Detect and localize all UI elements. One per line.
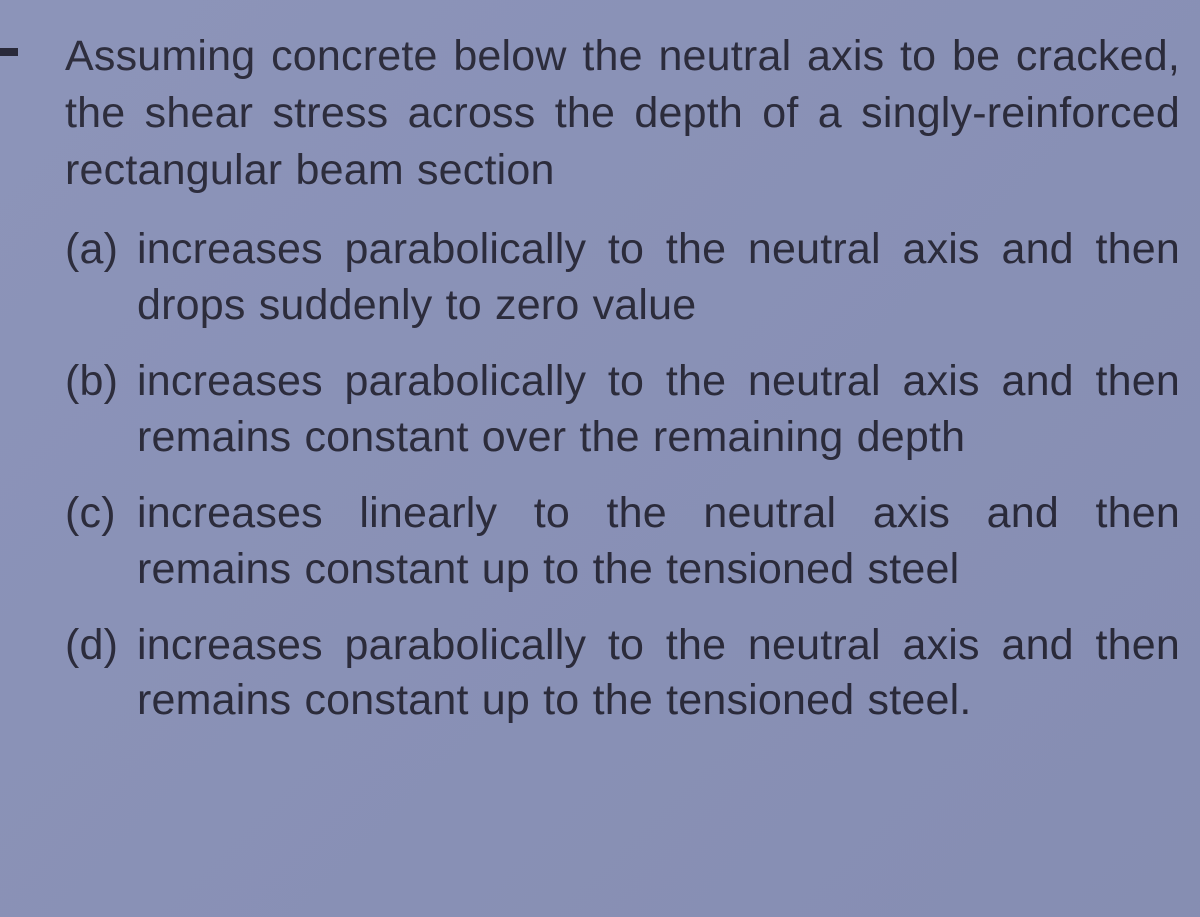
- option-text-b: increases parabolically to the neutral a…: [137, 354, 1180, 466]
- option-c: (c) increases linearly to the neutral ax…: [65, 486, 1180, 598]
- option-label-d: (d): [65, 618, 137, 730]
- option-b: (b) increases parabolically to the neutr…: [65, 354, 1180, 466]
- list-bullet-marker: [0, 48, 18, 56]
- question-stem: Assuming concrete below the neutral axis…: [65, 28, 1180, 198]
- option-a: (a) increases parabolically to the neutr…: [65, 222, 1180, 334]
- option-text-a: increases parabolically to the neutral a…: [137, 222, 1180, 334]
- option-text-c: increases linearly to the neutral axis a…: [137, 486, 1180, 598]
- option-label-a: (a): [65, 222, 137, 334]
- option-text-d: increases parabolically to the neutral a…: [137, 618, 1180, 730]
- option-d: (d) increases parabolically to the neutr…: [65, 618, 1180, 730]
- option-label-c: (c): [65, 486, 137, 598]
- options-list: (a) increases parabolically to the neutr…: [65, 222, 1180, 729]
- option-label-b: (b): [65, 354, 137, 466]
